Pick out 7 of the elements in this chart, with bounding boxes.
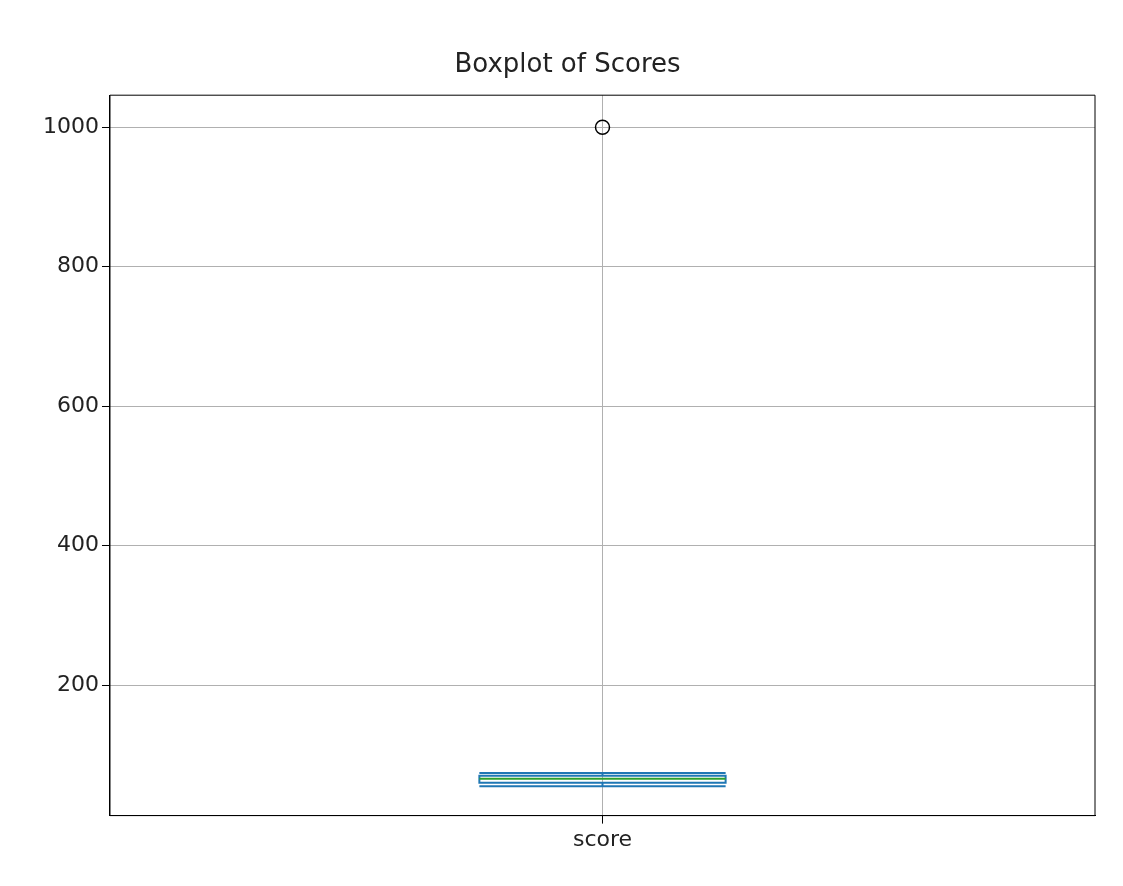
y-tick-label: 600 <box>56 391 99 417</box>
chart-title: Boxplot of Scores <box>454 48 681 79</box>
x-tick-label: score <box>572 825 633 851</box>
y-tick-label: 1000 <box>42 113 99 138</box>
y-tick-label: 800 <box>56 252 99 278</box>
y-tick-label: 200 <box>56 670 99 696</box>
y-tick-label: 400 <box>56 531 99 557</box>
